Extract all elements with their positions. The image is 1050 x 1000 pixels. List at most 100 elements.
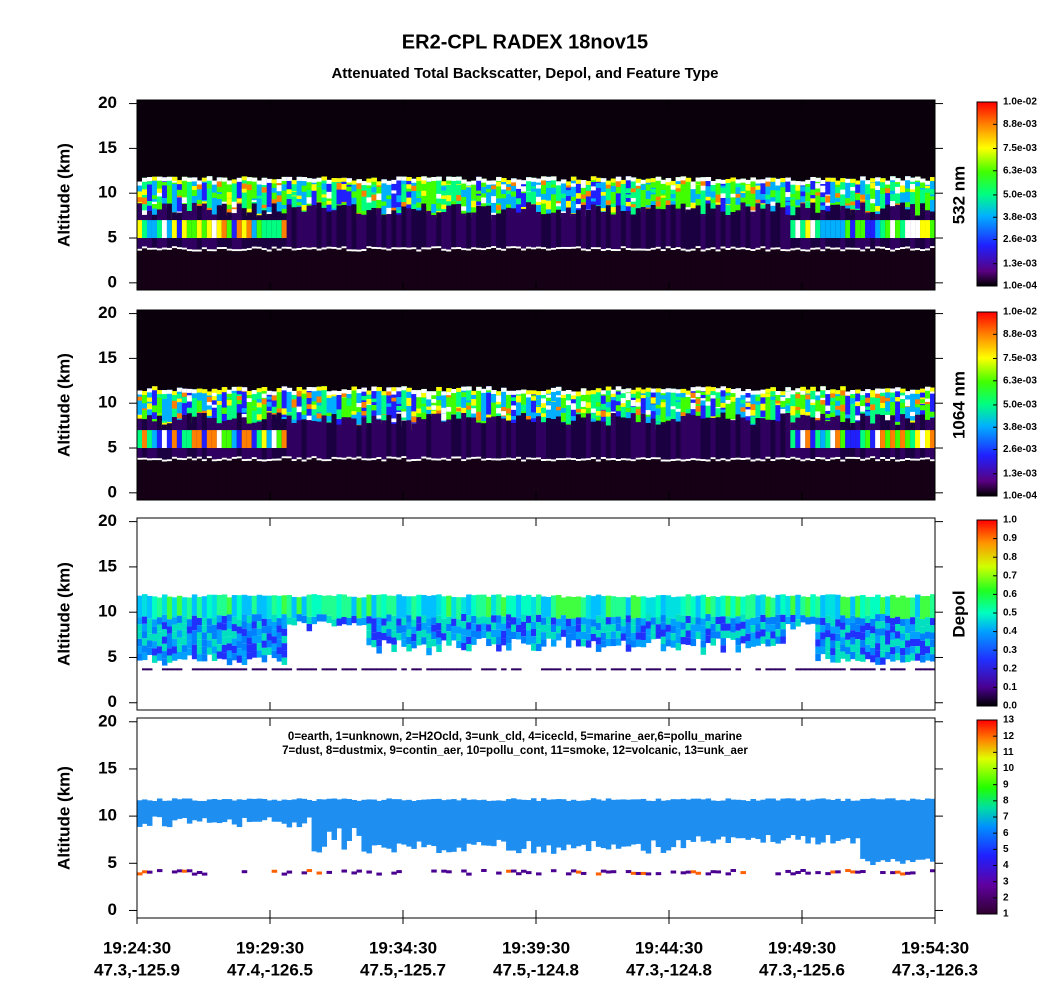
- curtain-cell: [276, 388, 283, 393]
- curtain-cell: [411, 249, 417, 290]
- curtain-cell: [840, 178, 846, 183]
- curtain-cell: [181, 869, 188, 873]
- curtain-cell: [570, 176, 577, 181]
- curtain-cell: [780, 199, 786, 204]
- curtain-cell: [865, 248, 871, 290]
- curtain-cell: [196, 617, 203, 626]
- curtain-cell: [261, 248, 268, 251]
- curtain-cell: [306, 616, 313, 624]
- curtain-cell: [775, 398, 781, 404]
- curtain-cell: [301, 414, 308, 420]
- curtain-cell: [466, 636, 472, 645]
- curtain-cell: [815, 177, 821, 182]
- curtain-cell: [526, 390, 532, 395]
- curtain-cell: [266, 249, 273, 252]
- curtain-cell: [271, 395, 278, 401]
- curtain-cell: [246, 177, 253, 213]
- curtain-cell: [137, 250, 143, 290]
- curtain-cell: [740, 407, 746, 412]
- curtain-cell: [630, 799, 637, 845]
- curtain-cell: [266, 800, 273, 818]
- curtain-cell: [720, 192, 727, 198]
- curtain-cell: [451, 456, 457, 459]
- curtain-cell: [406, 208, 412, 248]
- curtain-cell: [890, 388, 896, 393]
- curtain-cell: [146, 181, 153, 185]
- curtain-cell: [700, 625, 707, 634]
- curtain-cell: [695, 871, 702, 875]
- curtain-cell: [755, 595, 761, 617]
- curtain-cell: [301, 249, 308, 290]
- curtain-cell: [740, 185, 746, 192]
- curtain-cell: [306, 249, 313, 290]
- curtain-cell: [336, 205, 342, 248]
- curtain-cell: [361, 387, 367, 392]
- curtain-cell: [670, 201, 677, 207]
- curtain-cell: [925, 180, 931, 185]
- colorbar-label: Depol: [949, 590, 968, 637]
- curtain-cell: [381, 249, 387, 290]
- curtain-cell: [660, 395, 667, 400]
- curtain-cell: [820, 668, 826, 671]
- curtain-cell: [785, 387, 791, 392]
- curtain-cell: [790, 411, 796, 416]
- curtain-cell: [371, 177, 377, 208]
- curtain-cell: [730, 389, 736, 394]
- curtain-cell: [226, 180, 233, 185]
- curtain-cell: [885, 388, 891, 421]
- curtain-cell: [920, 619, 926, 627]
- curtain-cell: [675, 180, 682, 185]
- curtain-cell: [815, 668, 821, 671]
- curtain-cell: [610, 617, 617, 625]
- curtain-cell: [610, 870, 617, 874]
- curtain-cell: [386, 214, 392, 249]
- curtain-cell: [575, 248, 582, 290]
- curtain-cell: [521, 869, 527, 873]
- curtain-cell: [531, 459, 537, 500]
- curtain-cell: [635, 178, 642, 183]
- curtain-cell: [151, 386, 158, 422]
- curtain-cell: [221, 177, 228, 204]
- curtain-cell: [675, 177, 682, 182]
- curtain-cell: [391, 210, 397, 248]
- curtain-cell: [271, 595, 278, 615]
- curtain-cell: [610, 413, 617, 459]
- curtain-cell: [146, 388, 153, 416]
- curtain-cell: [456, 408, 462, 412]
- curtain-cell: [760, 248, 766, 290]
- curtain-cell: [281, 246, 288, 249]
- curtain-cell: [341, 798, 347, 850]
- curtain-cell: [615, 251, 622, 290]
- curtain-cell: [241, 657, 248, 665]
- curtain-cell: [361, 597, 367, 618]
- curtain-cell: [241, 459, 248, 462]
- curtain-cell: [670, 388, 677, 393]
- curtain-cell: [845, 220, 851, 239]
- curtain-cell: [545, 458, 552, 461]
- curtain-cell: [401, 625, 407, 633]
- curtain-cell: [550, 799, 557, 854]
- curtain-cell: [550, 419, 557, 460]
- curtain-cell: [261, 187, 268, 193]
- colorbar-tick-label: 4: [1003, 860, 1009, 871]
- curtain-cell: [186, 407, 193, 414]
- curtain-cell: [910, 653, 916, 661]
- curtain-cell: [166, 459, 173, 462]
- curtain-cell: [730, 799, 736, 838]
- curtain-cell: [905, 460, 911, 500]
- curtain-cell: [565, 184, 572, 188]
- curtain-cell: [161, 643, 168, 652]
- curtain-cell: [840, 459, 846, 462]
- curtain-cell: [266, 178, 273, 183]
- curtain-cell: [740, 247, 746, 250]
- curtain-cell: [501, 623, 507, 631]
- curtain-cell: [890, 647, 896, 655]
- curtain-cell: [176, 637, 183, 645]
- curtain-cell: [670, 180, 677, 185]
- curtain-cell: [875, 650, 881, 658]
- curtain-cell: [625, 194, 632, 198]
- curtain-cell: [236, 430, 243, 449]
- curtain-cell: [511, 248, 517, 290]
- curtain-cell: [206, 430, 213, 449]
- curtain-cell: [795, 247, 801, 250]
